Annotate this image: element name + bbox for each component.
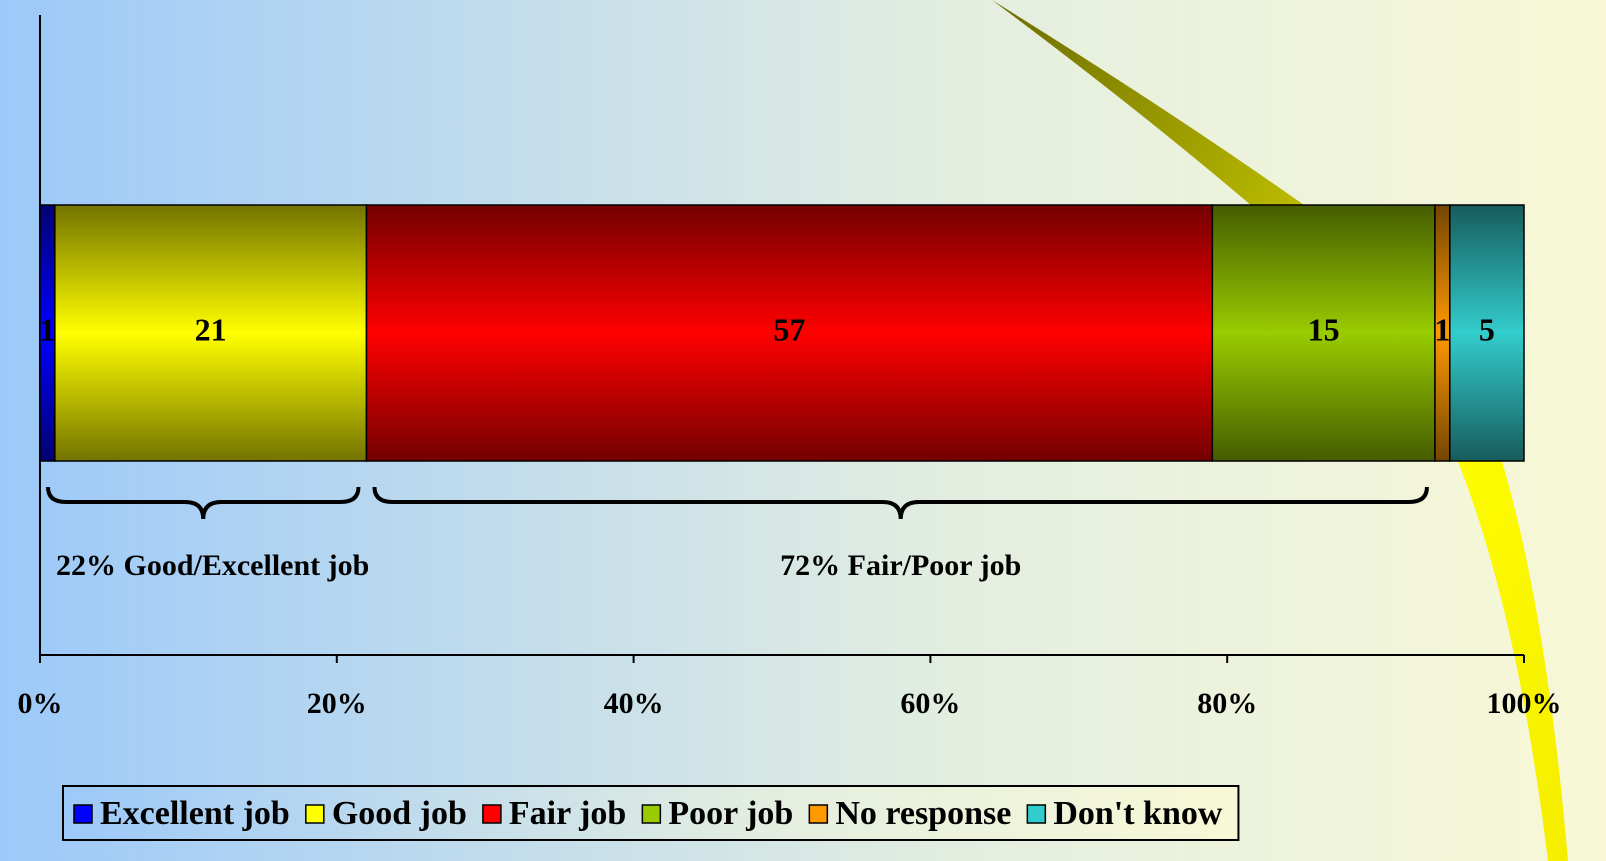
legend-label: No response: [835, 795, 1011, 832]
x-tick-label: 0%: [18, 687, 63, 720]
data-label: 57: [773, 311, 805, 347]
legend-marker: [1027, 805, 1045, 823]
legend-marker: [809, 805, 827, 823]
chart: 0%20%40%60%80%100%12157151522% Good/Exce…: [0, 0, 1606, 861]
x-tick-label: 80%: [1197, 687, 1257, 720]
annotation: 72% Fair/Poor job: [780, 549, 1021, 582]
data-label: 21: [195, 311, 227, 347]
x-tick-label: 100%: [1487, 687, 1562, 720]
data-label: 5: [1479, 311, 1495, 347]
legend-marker: [74, 805, 92, 823]
legend-marker: [642, 805, 660, 823]
x-tick-label: 60%: [900, 687, 960, 720]
legend-label: Good job: [332, 795, 467, 832]
legend-marker: [306, 805, 324, 823]
legend-label: Don't know: [1053, 795, 1223, 832]
data-label: 1: [39, 311, 55, 347]
x-tick-label: 40%: [604, 687, 664, 720]
data-label: 1: [1434, 311, 1450, 347]
legend-marker: [483, 805, 501, 823]
legend-label: Poor job: [668, 795, 793, 832]
data-label: 15: [1308, 311, 1340, 347]
legend-label: Excellent job: [100, 795, 290, 832]
annotation: 22% Good/Excellent job: [56, 549, 369, 582]
x-tick-label: 20%: [307, 687, 367, 720]
legend: Excellent job Good job Fair job Poor job No …: [63, 786, 1238, 840]
legend-label: Fair job: [509, 795, 626, 832]
